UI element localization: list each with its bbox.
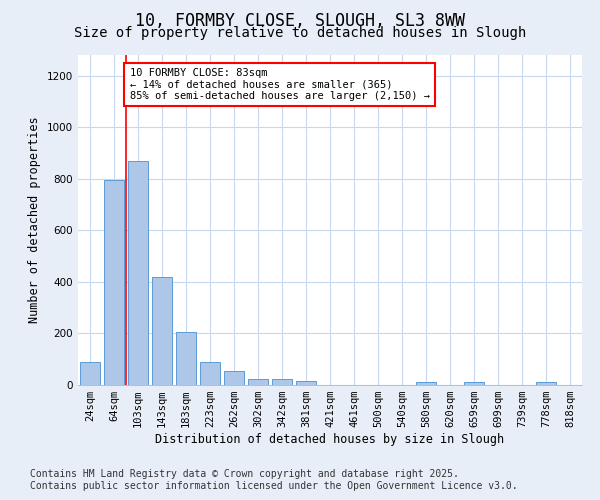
Bar [416,382,436,385]
Bar [536,382,556,385]
Bar [152,276,172,385]
Y-axis label: Number of detached properties: Number of detached properties [28,116,41,324]
Bar [128,160,148,385]
Text: 10 FORMBY CLOSE: 83sqm
← 14% of detached houses are smaller (365)
85% of semi-de: 10 FORMBY CLOSE: 83sqm ← 14% of detached… [130,68,430,101]
Bar [296,381,316,385]
Bar [248,380,268,385]
Bar [104,180,124,385]
Bar [80,362,100,385]
Bar [200,362,220,385]
Bar [464,382,484,385]
Text: Size of property relative to detached houses in Slough: Size of property relative to detached ho… [74,26,526,40]
Bar [272,380,292,385]
Bar [224,372,244,385]
Text: 10, FORMBY CLOSE, SLOUGH, SL3 8WW: 10, FORMBY CLOSE, SLOUGH, SL3 8WW [135,12,465,30]
X-axis label: Distribution of detached houses by size in Slough: Distribution of detached houses by size … [155,433,505,446]
Text: Contains HM Land Registry data © Crown copyright and database right 2025.
Contai: Contains HM Land Registry data © Crown c… [30,470,518,491]
Bar [176,332,196,385]
